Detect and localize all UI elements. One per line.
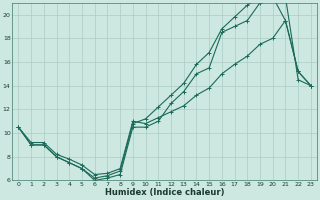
X-axis label: Humidex (Indice chaleur): Humidex (Indice chaleur) (105, 188, 224, 197)
